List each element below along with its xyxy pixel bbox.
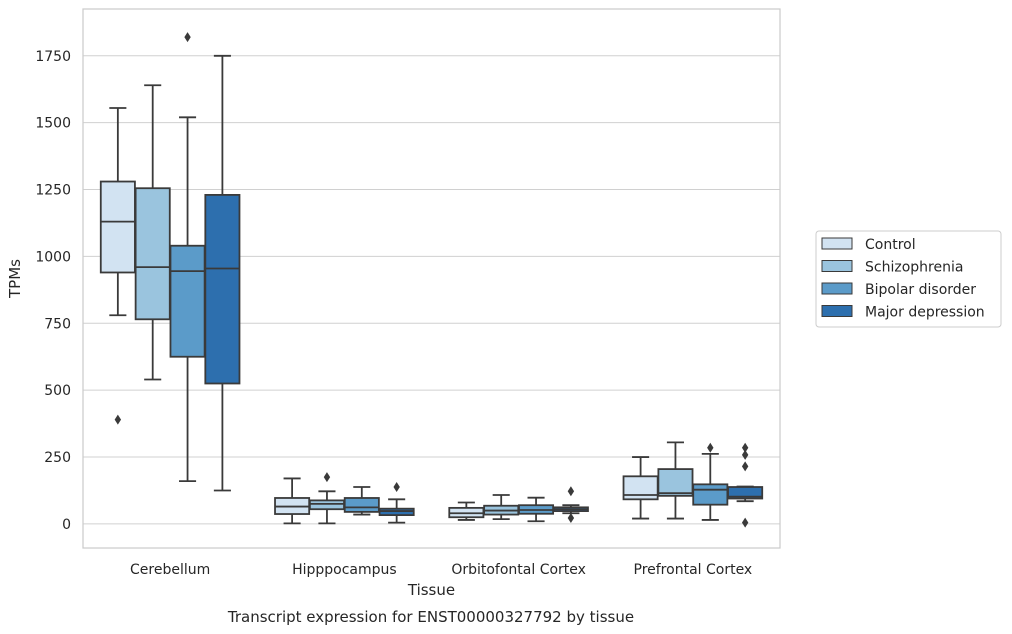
- outlier-point: [567, 486, 575, 497]
- legend-swatch: [821, 305, 853, 317]
- box-body: [134, 187, 171, 321]
- box-body: [99, 180, 136, 274]
- legend-swatch: [821, 260, 853, 272]
- box-bipolar-disorder: [692, 442, 729, 521]
- outlier-point: [393, 482, 400, 493]
- outlier-point: [323, 472, 331, 483]
- box-control: [274, 477, 311, 525]
- y-tick-label-750: 750: [44, 316, 71, 332]
- outlier-point: [741, 461, 749, 472]
- box-body: [343, 497, 380, 513]
- y-tick-label-1750: 1750: [35, 49, 71, 65]
- outlier-point: [707, 442, 714, 453]
- y-tick-label-1250: 1250: [35, 183, 71, 199]
- legend-label: Schizophrenia: [865, 260, 963, 276]
- box-major-depression: [552, 486, 589, 524]
- legend-swatch: [821, 237, 853, 250]
- box-schizophrenia: [134, 84, 171, 381]
- y-tick-label-1500: 1500: [35, 116, 71, 132]
- box-schizophrenia: [308, 472, 345, 525]
- box-major-depression: [204, 54, 241, 492]
- y-axis-title: TPMs: [6, 259, 24, 299]
- box-body: [692, 483, 729, 506]
- box-major-depression: [727, 442, 764, 528]
- y-axis-ticks: 0 250 500 750 1000 1250 1500 1750: [35, 49, 71, 533]
- chart-caption: Transcript expression for ENST0000032779…: [227, 608, 634, 626]
- legend-swatch: [821, 282, 853, 295]
- box-body: [169, 244, 206, 358]
- box-body: [727, 486, 764, 500]
- x-tick-label: Cerebellum: [130, 562, 210, 578]
- x-axis-ticks: Cerebellum Hipppocampus Orbitofontal Corte…: [130, 562, 752, 578]
- box-bipolar-disorder: [518, 496, 555, 523]
- x-tick-label: Hipppocampus: [292, 562, 397, 578]
- box-bipolar-disorder: [343, 486, 380, 516]
- outlier-point: [741, 442, 749, 453]
- box-plot-marks: [99, 32, 764, 528]
- box-schizophrenia: [483, 494, 520, 521]
- box-major-depression: [378, 482, 415, 524]
- y-tick-label-500: 500: [44, 383, 71, 399]
- box-body: [204, 194, 241, 385]
- legend-frame: [815, 230, 1002, 328]
- y-tick-label-0: 0: [62, 517, 71, 533]
- legend-label: Bipolar disorder: [865, 282, 976, 298]
- outlier-point: [741, 517, 749, 528]
- y-tick-label-250: 250: [44, 450, 71, 466]
- legend-label: Control: [865, 237, 916, 253]
- legend-label: Major depression: [865, 305, 985, 321]
- x-axis-title: Tissue: [407, 581, 455, 599]
- outlier-point: [741, 449, 749, 460]
- x-tick-label: Prefrontal Cortex: [634, 562, 753, 578]
- box-body: [657, 468, 694, 497]
- x-tick-label: Orbitofontal Cortex: [451, 562, 586, 578]
- box-bipolar-disorder: [169, 32, 206, 483]
- outlier-point: [567, 513, 575, 524]
- y-tick-label-1000: 1000: [35, 249, 71, 265]
- box-schizophrenia: [657, 441, 694, 520]
- box-control: [99, 107, 136, 425]
- plot-frame: [82, 8, 781, 549]
- outlier-point: [114, 414, 122, 425]
- outlier-point: [184, 32, 191, 43]
- box-control: [622, 456, 659, 520]
- legend: Control Schizophrenia Bipolar disorder Majo…: [815, 230, 1002, 328]
- box-control: [448, 501, 485, 521]
- box-body: [308, 499, 345, 511]
